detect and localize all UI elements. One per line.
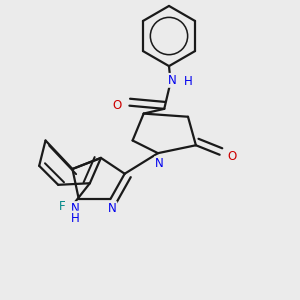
Text: H: H <box>184 75 192 88</box>
Text: N: N <box>155 157 164 170</box>
Text: F: F <box>59 200 66 214</box>
Text: O: O <box>113 98 122 112</box>
Text: O: O <box>227 150 236 163</box>
Text: N: N <box>168 74 176 87</box>
Text: H: H <box>71 212 80 225</box>
Text: N: N <box>108 202 116 215</box>
Text: N: N <box>71 202 80 215</box>
